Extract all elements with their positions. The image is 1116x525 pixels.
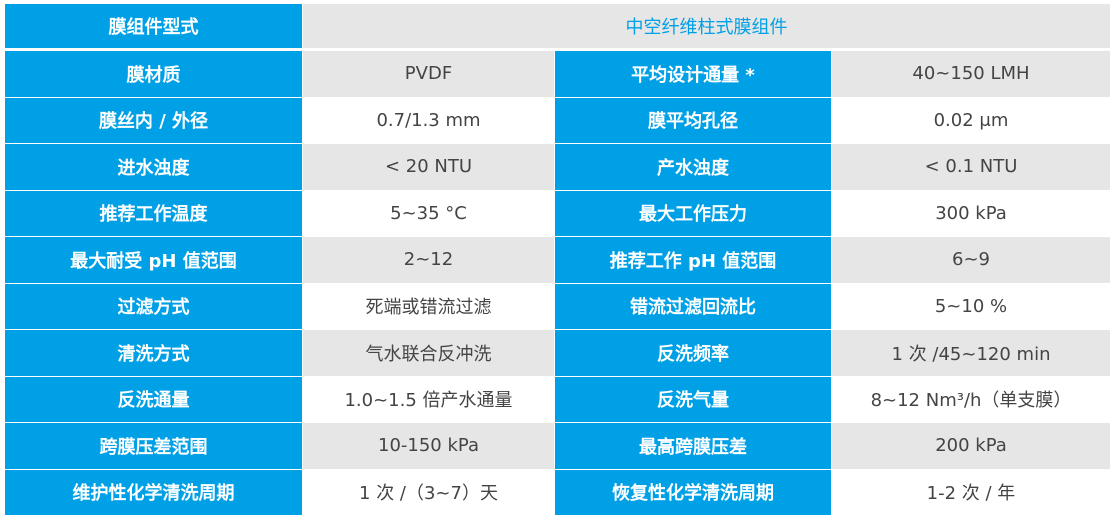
spec-label: 反洗通量	[5, 376, 303, 422]
spec-table: 膜组件型式 中空纤维柱式膜组件 膜材质 PVDF 平均设计通量 * 40~150 LM…	[5, 4, 1110, 516]
spec-label: 最大耐受 pH 值范围	[5, 237, 303, 283]
table-row: 反洗通量 1.0~1.5 倍产水通量 反洗气量 8~12 Nm³/h（单支膜）	[5, 376, 1110, 423]
spec-value: 1 次 /45~120 min	[832, 330, 1110, 376]
spec-value: 8~12 Nm³/h（单支膜）	[832, 376, 1110, 422]
spec-label: 维护性化学清洗周期	[5, 469, 303, 515]
spec-label: 错流过滤回流比	[555, 283, 832, 329]
table-row: 最大耐受 pH 值范围 2~12 推荐工作 pH 值范围 6~9	[5, 237, 1110, 284]
table-row: 维护性化学清洗周期 1 次 /（3~7）天 恢复性化学清洗周期 1-2 次 / 年	[5, 469, 1110, 516]
spec-value: 气水联合反冲洗	[303, 330, 555, 376]
spec-value: 6~9	[832, 237, 1110, 283]
spec-label: 推荐工作温度	[5, 190, 303, 236]
table-row: 过滤方式 死端或错流过滤 错流过滤回流比 5~10 %	[5, 283, 1110, 330]
spec-value: 300 kPa	[832, 190, 1110, 236]
table-row: 膜材质 PVDF 平均设计通量 * 40~150 LMH	[5, 51, 1110, 98]
table-row: 进水浊度 < 20 NTU 产水浊度 < 0.1 NTU	[5, 144, 1110, 191]
table-row: 推荐工作温度 5~35 °C 最大工作压力 300 kPa	[5, 190, 1110, 237]
spec-value: < 0.1 NTU	[832, 144, 1110, 190]
spec-value: < 20 NTU	[303, 144, 555, 190]
spec-value: 5~35 °C	[303, 190, 555, 236]
spec-label: 膜材质	[5, 51, 303, 97]
spec-label: 跨膜压差范围	[5, 423, 303, 469]
spec-value: 1 次 /（3~7）天	[303, 469, 555, 515]
spec-value: 0.7/1.3 mm	[303, 97, 555, 143]
spec-label: 推荐工作 pH 值范围	[555, 237, 832, 283]
spec-label: 恢复性化学清洗周期	[555, 469, 832, 515]
spec-value: 2~12	[303, 237, 555, 283]
table-row: 跨膜压差范围 10-150 kPa 最高跨膜压差 200 kPa	[5, 423, 1110, 470]
spec-value: 40~150 LMH	[832, 51, 1110, 97]
spec-value: 5~10 %	[832, 283, 1110, 329]
spec-value: 10-150 kPa	[303, 423, 555, 469]
spec-label: 膜平均孔径	[555, 97, 832, 143]
table-header-row: 膜组件型式 中空纤维柱式膜组件	[5, 4, 1110, 51]
spec-label: 最大工作压力	[555, 190, 832, 236]
spec-label: 平均设计通量 *	[555, 51, 832, 97]
spec-value: 1-2 次 / 年	[832, 469, 1110, 515]
spec-label: 反洗频率	[555, 330, 832, 376]
spec-value: 1.0~1.5 倍产水通量	[303, 376, 555, 422]
spec-value: 200 kPa	[832, 423, 1110, 469]
spec-label: 膜丝内 / 外径	[5, 97, 303, 143]
table-row: 清洗方式 气水联合反冲洗 反洗频率 1 次 /45~120 min	[5, 330, 1110, 377]
spec-label: 产水浊度	[555, 144, 832, 190]
spec-label: 最高跨膜压差	[555, 423, 832, 469]
spec-label: 进水浊度	[5, 144, 303, 190]
spec-label: 反洗气量	[555, 376, 832, 422]
header-value: 中空纤维柱式膜组件	[303, 4, 1110, 48]
spec-value: 死端或错流过滤	[303, 283, 555, 329]
table-row: 膜丝内 / 外径 0.7/1.3 mm 膜平均孔径 0.02 μm	[5, 97, 1110, 144]
header-label: 膜组件型式	[5, 4, 303, 48]
spec-value: PVDF	[303, 51, 555, 97]
spec-label: 清洗方式	[5, 330, 303, 376]
spec-value: 0.02 μm	[832, 97, 1110, 143]
spec-label: 过滤方式	[5, 283, 303, 329]
